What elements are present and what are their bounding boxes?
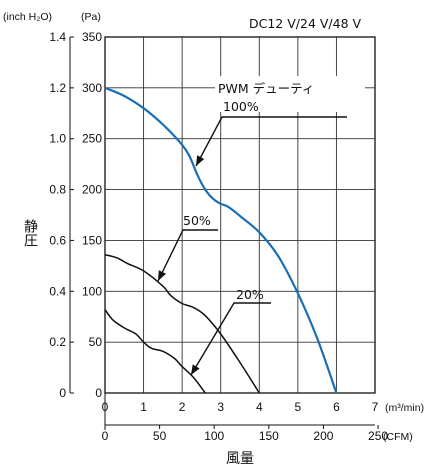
y-tick-label-inh2o: 0.8 <box>49 183 66 197</box>
plot-frame <box>104 36 376 394</box>
legend-header: PWM デューティ <box>218 81 314 96</box>
y-tick-label-inh2o: 0.4 <box>49 284 66 298</box>
label-50: 50% <box>183 213 211 228</box>
y-tick-label-inh2o: 1.4 <box>49 30 66 44</box>
curves <box>105 86 338 393</box>
leader-20-arrowhead <box>191 364 200 375</box>
x-tick-label-m3min: 0 <box>102 400 109 414</box>
label-20: 20% <box>236 287 264 302</box>
leaders <box>157 116 347 376</box>
ticks: 0 1 2 3 4 5 6 700500.21000.41500.62000.82501.03… <box>49 30 388 443</box>
y-tick-label-pa: 150 <box>82 233 102 247</box>
y-tick-label-inh2o: 0.2 <box>49 335 66 349</box>
x-tick-label-m3min: 4 <box>256 400 263 414</box>
x-tick-label-cfm: 0 <box>102 429 109 443</box>
x-tick-label-m3min: 6 <box>333 400 340 414</box>
y-tick-label-pa: 50 <box>89 335 103 349</box>
x-tick-label-cfm: 50 <box>153 429 167 443</box>
y-tick-label-pa: 350 <box>82 30 102 44</box>
x-unit-cfm: (CFM) <box>383 431 413 443</box>
curve-duty-100 <box>105 86 338 393</box>
leader-100 <box>195 116 347 167</box>
curve-duty-50 <box>105 253 260 393</box>
leader-50-arrowhead <box>158 270 166 281</box>
x-tick-label-cfm: 250 <box>368 429 388 443</box>
leader-20 <box>190 302 271 376</box>
y-tick-label-inh2o: 0 <box>59 386 66 400</box>
x-tick-label-m3min: 2 <box>179 400 186 414</box>
y-tick-label-inh2o: 1.0 <box>49 132 66 146</box>
y-tick-label-pa: 0 <box>95 386 102 400</box>
x-tick-label-m3min: 5 <box>295 400 302 414</box>
x-axis-title: 風量 <box>226 451 254 467</box>
y-unit-pa: (Pa) <box>81 11 101 23</box>
y-unit-inh2o: (inch H₂O) <box>3 11 52 23</box>
y-tick-label-pa: 300 <box>82 81 102 95</box>
leader-50 <box>157 229 218 282</box>
y-axis-title: 静圧 <box>22 219 38 247</box>
legend-backdrop <box>215 76 365 112</box>
chart-title: DC12 V/24 V/48 V <box>249 16 362 31</box>
y-tick-label-inh2o: 0.6 <box>49 233 66 247</box>
curve-duty-20 <box>105 309 206 393</box>
y-tick-label-pa: 250 <box>82 132 102 146</box>
y-tick-label-pa: 100 <box>82 284 102 298</box>
label-100: 100% <box>223 99 259 114</box>
x-tick-label-cfm: 100 <box>204 429 224 443</box>
x-tick-label-m3min: 1 <box>140 400 147 414</box>
y-tick-label-inh2o: 1.2 <box>49 81 66 95</box>
x-tick-label-m3min: 7 <box>372 400 379 414</box>
x-unit-m3min: (m³/min) <box>385 402 424 414</box>
x-tick-label-cfm: 200 <box>313 429 333 443</box>
leader-100-arrowhead <box>196 155 205 166</box>
x-tick-label-m3min: 3 <box>217 400 224 414</box>
x-tick-label-cfm: 150 <box>259 429 279 443</box>
y-tick-label-pa: 200 <box>82 183 102 197</box>
